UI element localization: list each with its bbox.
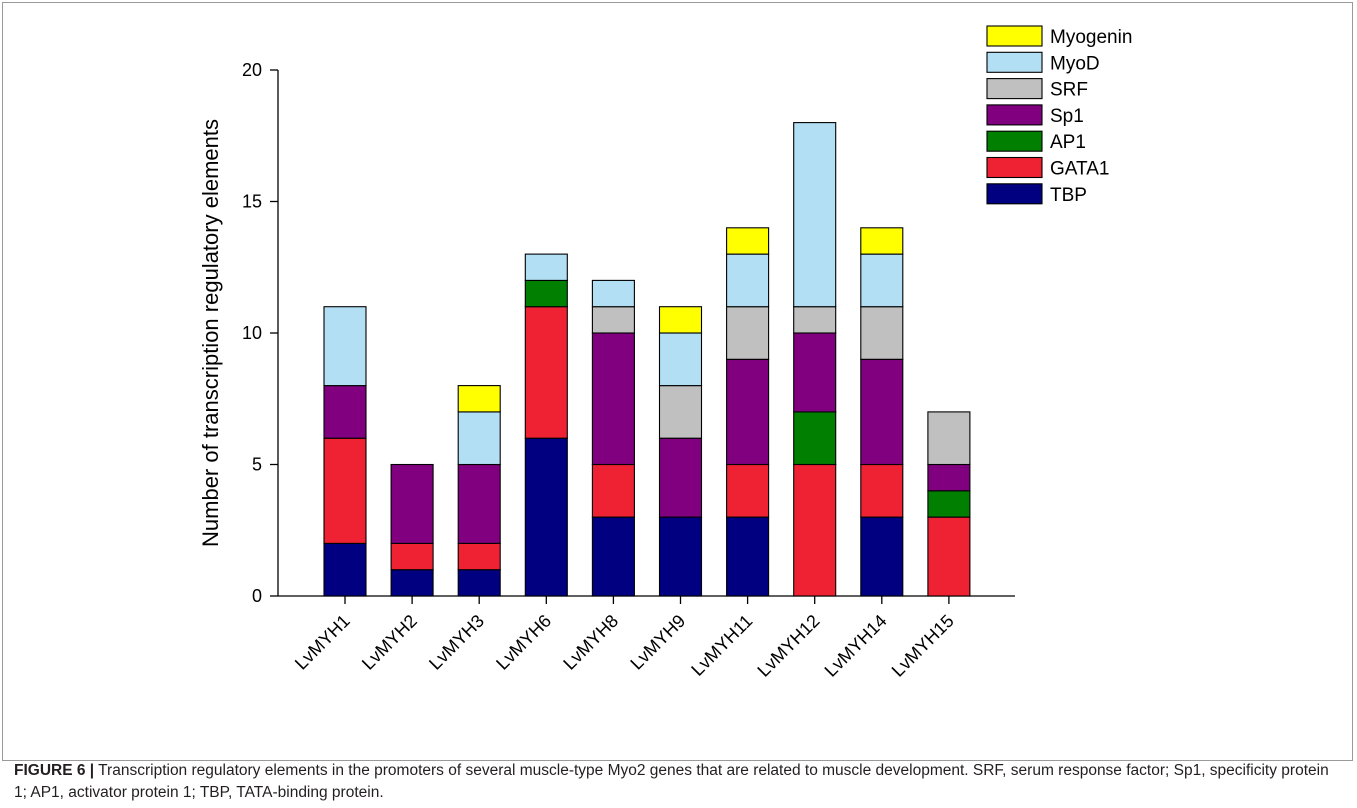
bar-segment-myod — [726, 253, 770, 308]
bar-segment-sp1 — [658, 437, 703, 518]
bar-segment-tbp — [323, 542, 367, 597]
bar-segment-srf — [658, 385, 703, 439]
caption-label: FIGURE 6 | — [14, 762, 95, 779]
bar-segment-tbp — [524, 437, 568, 597]
x-tick-label: LvMYH2 — [358, 611, 421, 674]
bar-segment-srf — [591, 306, 635, 334]
y-tick-label: 10 — [242, 323, 262, 343]
bar-segment-gata1 — [323, 437, 367, 544]
legend-label-sp1: Sp1 — [1050, 106, 1084, 127]
bar-segment-srf — [793, 306, 837, 334]
bar-segment-ap1 — [524, 279, 568, 308]
x-tick-label: LvMYH6 — [492, 611, 555, 674]
bar-segment-tbp — [658, 516, 703, 597]
legend-label-myod: MyoD — [1050, 53, 1100, 74]
bar-segment-sp1 — [390, 463, 434, 544]
bar-segment-myod — [860, 253, 904, 308]
legend-label-ap1: AP1 — [1050, 132, 1086, 153]
bar-segment-srf — [927, 411, 971, 466]
legend-swatch-gata1 — [986, 156, 1043, 179]
x-tick-label: LvMYH3 — [425, 611, 488, 674]
bar-segment-tbp — [591, 516, 635, 597]
legend-swatch-sp1 — [986, 104, 1043, 126]
bar-segment-myod — [658, 332, 703, 387]
legend-swatch-srf — [986, 78, 1043, 100]
x-axis: LvMYH1 LvMYH2 LvMYH3 LvMYH6 LvMYH8 LvMYH9LvMY… — [278, 595, 1015, 681]
bar-segment-tbp — [390, 569, 434, 597]
bar-segment-myod — [323, 306, 367, 387]
y-axis-title: Number of transcription regulatory eleme… — [198, 119, 223, 547]
bar-segment-ap1 — [793, 411, 837, 466]
bar-segment-gata1 — [726, 463, 770, 518]
figure-frame — [2, 2, 1353, 761]
bar-segment-myod — [524, 253, 568, 281]
y-tick-label: 15 — [242, 192, 262, 212]
bar-segment-myogenin — [726, 227, 770, 255]
bar-segment-gata1 — [793, 463, 837, 597]
y-axis: 0 5 10 15 20 — [242, 60, 279, 606]
legend-swatch-myogenin — [986, 25, 1043, 47]
legend-label-tbp: TBP — [1050, 185, 1087, 206]
bars — [323, 122, 971, 597]
bar-segment-ap1 — [927, 490, 971, 518]
x-tick-label: LvMYH15 — [888, 611, 958, 681]
bar-segment-gata1 — [390, 542, 434, 571]
legend-label-gata1: GATA1 — [1050, 159, 1109, 180]
bar-segment-sp1 — [927, 463, 971, 492]
bar-segment-sp1 — [726, 358, 770, 466]
legend: Myogenin MyoD SRF Sp1 AP1 GATA1 TBP — [986, 25, 1132, 206]
bar-segment-sp1 — [323, 385, 367, 439]
legend-swatch-myod — [986, 51, 1043, 73]
bar-segment-gata1 — [927, 516, 971, 597]
caption-text: Transcription regulatory elements in the… — [14, 762, 1329, 801]
x-tick-label: LvMYH9 — [626, 611, 689, 674]
bar-segment-myogenin — [658, 306, 703, 334]
legend-swatch-tbp — [986, 183, 1043, 205]
y-tick-label: 0 — [252, 586, 262, 606]
bar-segment-srf — [726, 306, 770, 360]
legend-label-srf: SRF — [1050, 80, 1088, 101]
bar-segment-sp1 — [591, 332, 635, 466]
legend-swatch-ap1 — [986, 130, 1043, 152]
bar-segment-tbp — [457, 569, 501, 597]
bar-segment-myod — [793, 122, 837, 308]
y-tick-label: 20 — [242, 60, 262, 80]
x-tick-label: LvMYH11 — [687, 611, 756, 680]
x-tick-label: LvMYH14 — [821, 611, 891, 681]
bar-segment-gata1 — [591, 463, 635, 518]
y-tick-label: 5 — [252, 455, 262, 475]
x-tick-label: LvMYH8 — [559, 611, 622, 674]
legend-label-myogenin: Myogenin — [1050, 27, 1132, 48]
bar-segment-tbp — [860, 516, 904, 597]
bar-segment-tbp — [726, 516, 770, 597]
bar-segment-gata1 — [524, 306, 568, 439]
bar-segment-sp1 — [457, 463, 501, 544]
x-tick-label: LvMYH12 — [754, 611, 824, 681]
x-tick-label: LvMYH1 — [291, 611, 354, 674]
bar-segment-srf — [860, 306, 904, 360]
bar-segment-myod — [457, 411, 501, 466]
bar-segment-sp1 — [860, 358, 904, 466]
bar-segment-gata1 — [860, 463, 904, 518]
bar-segment-myogenin — [457, 385, 501, 413]
bar-segment-gata1 — [457, 542, 501, 571]
figure-caption: FIGURE 6 | Transcription regulatory elem… — [14, 760, 1344, 804]
bar-segment-myod — [591, 279, 635, 308]
bar-segment-sp1 — [793, 332, 837, 413]
bar-segment-myogenin — [860, 227, 904, 255]
